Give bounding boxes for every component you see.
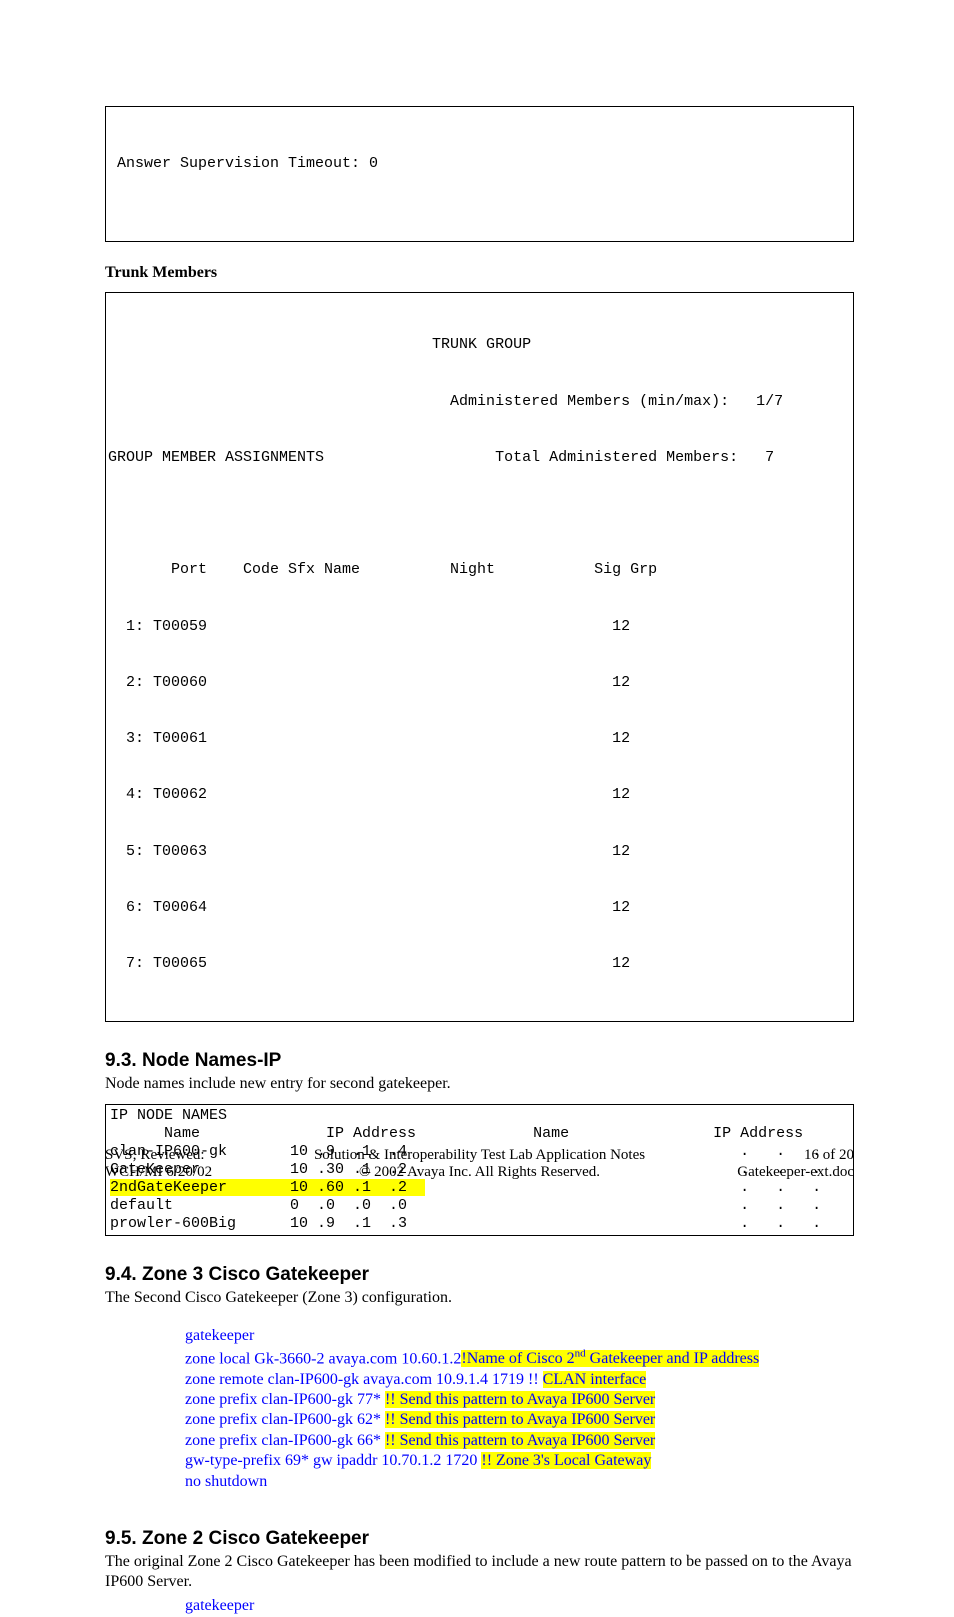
- trunk-members-heading: Trunk Members: [105, 264, 854, 282]
- ip-addr2: . . .: [632, 1197, 821, 1215]
- cfg-line: gw-type-prefix 69* gw ipaddr 10.70.1.2 1…: [185, 1451, 854, 1471]
- ip-row: default 0 .0 .0 .0 . . .: [110, 1197, 821, 1215]
- ip-name2: [425, 1215, 632, 1233]
- ip-name2: [425, 1179, 632, 1197]
- cfg-line: zone local Gk-3660-2 avaya.com 10.60.1.2…: [185, 1347, 854, 1370]
- tg-admin: Administered Members (min/max): 1/7: [108, 393, 851, 412]
- ip-hdr-name2: Name: [425, 1125, 632, 1143]
- tg-row: 7: T00065 12: [108, 955, 851, 974]
- answer-supervision-line: Answer Supervision Timeout: 0: [108, 155, 851, 174]
- cfg-text: zone remote clan-IP600-gk avaya.com 10.9…: [185, 1371, 543, 1388]
- page: Answer Supervision Timeout: 0 Trunk Memb…: [0, 0, 954, 1235]
- tg-title: TRUNK GROUP: [108, 336, 851, 355]
- ip-title: IP NODE NAMES: [110, 1107, 821, 1125]
- tg-header: Port Code Sfx Name Night Sig Grp: [108, 561, 851, 580]
- ip-header-row: Name IP Address Name IP Address: [110, 1125, 821, 1143]
- footer-right-2: Gatekeeper-ext.doc: [667, 1164, 854, 1181]
- cfg-line: zone prefix clan-IP600-gk 66* !! Send th…: [185, 1431, 854, 1451]
- cfg-highlight: !! Zone 3's Local Gateway: [481, 1452, 651, 1469]
- cfg-highlight: !Name of Cisco 2nd Gatekeeper and IP add…: [461, 1350, 759, 1367]
- cfg-highlight: !! Send this pattern to Avaya IP600 Serv…: [385, 1391, 655, 1408]
- section-94-heading: 9.4. Zone 3 Cisco Gatekeeper: [105, 1264, 854, 1286]
- tg-row: 5: T00063 12: [108, 843, 851, 862]
- ip-name2: [425, 1197, 632, 1215]
- section-93-para: Node names include new entry for second …: [105, 1074, 854, 1094]
- cfg-text: zone local Gk-3660-2 avaya.com 10.60.1.2: [185, 1350, 461, 1367]
- ip-row-highlighted: 2ndGateKeeper 10 .60 .1 .2 . . .: [110, 1179, 821, 1197]
- tg-row: 2: T00060 12: [108, 674, 851, 693]
- tg-row: 3: T00061 12: [108, 730, 851, 749]
- cfg-text: zone prefix clan-IP600-gk 62*: [185, 1411, 385, 1428]
- cfg-highlight: CLAN interface: [543, 1371, 647, 1388]
- ip-hdr-ip2: IP Address: [632, 1125, 821, 1143]
- section-94-para: The Second Cisco Gatekeeper (Zone 3) con…: [105, 1288, 854, 1308]
- gatekeeper-config-block: gatekeeper zone local Gk-3660-2 avaya.co…: [185, 1326, 854, 1492]
- tg-row: 1: T00059 12: [108, 618, 851, 637]
- ip-name: default: [110, 1197, 263, 1215]
- footer-center-2: © 2002 Avaya Inc. All Rights Reserved.: [292, 1164, 667, 1181]
- ip-hdr-ip1: IP Address: [263, 1125, 425, 1143]
- cfg-line: zone prefix clan-IP600-gk 62* !! Send th…: [185, 1410, 854, 1430]
- footer-right-1: 16 of 20: [667, 1147, 854, 1164]
- cfg-line: gatekeeper: [185, 1596, 854, 1616]
- ip-title-row: IP NODE NAMES: [110, 1107, 821, 1125]
- cfg-highlight: !! Send this pattern to Avaya IP600 Serv…: [385, 1411, 655, 1428]
- section-95-heading: 9.5. Zone 2 Cisco Gatekeeper: [105, 1528, 854, 1550]
- cfg-line: gatekeeper: [185, 1326, 854, 1346]
- trunk-group-box: TRUNK GROUP Administered Members (min/ma…: [105, 292, 854, 1023]
- section-95-para: The original Zone 2 Cisco Gatekeeper has…: [105, 1552, 854, 1592]
- ip-addr: 0 .0 .0 .0: [263, 1197, 425, 1215]
- cfg-line: zone prefix clan-IP600-gk 77* !! Send th…: [185, 1390, 854, 1410]
- cfg-text: gw-type-prefix 69* gw ipaddr 10.70.1.2 1…: [185, 1452, 481, 1469]
- footer-left-2: WCH/MI 6/20/02: [105, 1164, 292, 1181]
- ip-addr2: . . .: [632, 1179, 821, 1197]
- footer-center-1: Solution & Interoperability Test Lab App…: [292, 1147, 667, 1164]
- ip-name: prowler-600Big: [110, 1215, 263, 1233]
- ip-name: 2ndGateKeeper: [110, 1179, 263, 1197]
- ip-addr: 10 .60 .1 .2: [263, 1179, 425, 1197]
- tg-blank: [108, 505, 851, 524]
- tg-row: 6: T00064 12: [108, 899, 851, 918]
- cfg-highlight: !! Send this pattern to Avaya IP600 Serv…: [385, 1432, 655, 1449]
- cfg-line: no shutdown: [185, 1472, 854, 1492]
- cfg-text: zone prefix clan-IP600-gk 66*: [185, 1432, 385, 1449]
- ip-hdr-name1: Name: [110, 1125, 263, 1143]
- cfg-text: zone prefix clan-IP600-gk 77*: [185, 1391, 385, 1408]
- cfg-line: zone remote clan-IP600-gk avaya.com 10.9…: [185, 1370, 854, 1390]
- ip-addr: 10 .9 .1 .3: [263, 1215, 425, 1233]
- page-footer: SVS; Reviewed: WCH/MI 6/20/02 Solution &…: [105, 1147, 854, 1181]
- gatekeeper-config-block-2: gatekeeper: [185, 1596, 854, 1616]
- section-93-heading: 9.3. Node Names-IP: [105, 1050, 854, 1072]
- ip-addr2: . . .: [632, 1215, 821, 1233]
- ip-row: prowler-600Big 10 .9 .1 .3 . . .: [110, 1215, 821, 1233]
- answer-supervision-box: Answer Supervision Timeout: 0: [105, 106, 854, 242]
- tg-total: GROUP MEMBER ASSIGNMENTS Total Administe…: [108, 449, 851, 468]
- tg-row: 4: T00062 12: [108, 786, 851, 805]
- footer-left-1: SVS; Reviewed:: [105, 1147, 292, 1164]
